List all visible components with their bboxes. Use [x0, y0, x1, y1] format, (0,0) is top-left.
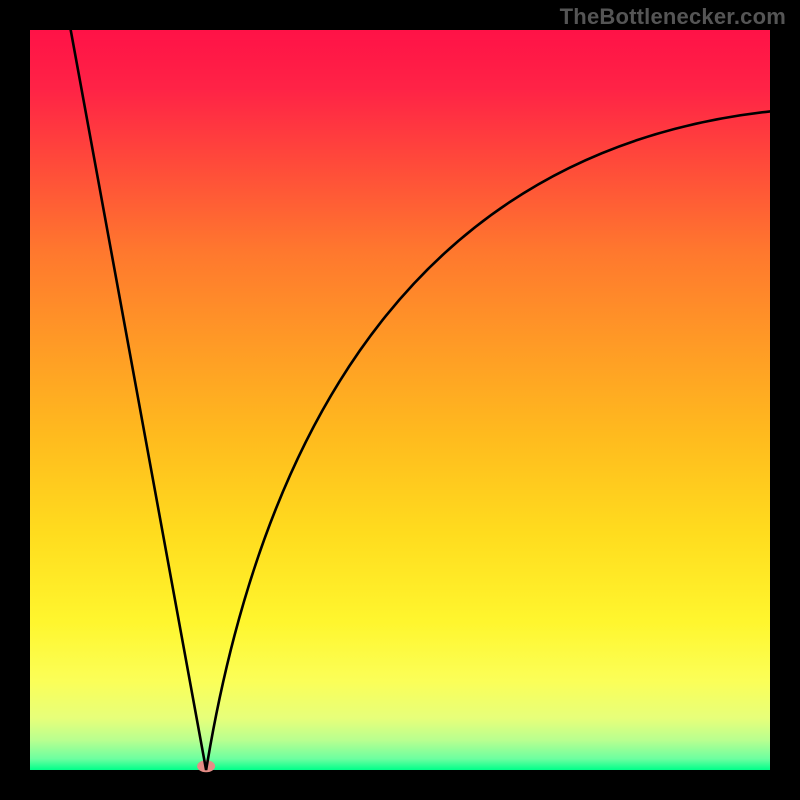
bottleneck-chart	[0, 0, 800, 800]
plot-background	[30, 30, 770, 770]
watermark-label: TheBottlenecker.com	[560, 4, 786, 30]
chart-container: { "watermark": { "text": "TheBottlenecke…	[0, 0, 800, 800]
